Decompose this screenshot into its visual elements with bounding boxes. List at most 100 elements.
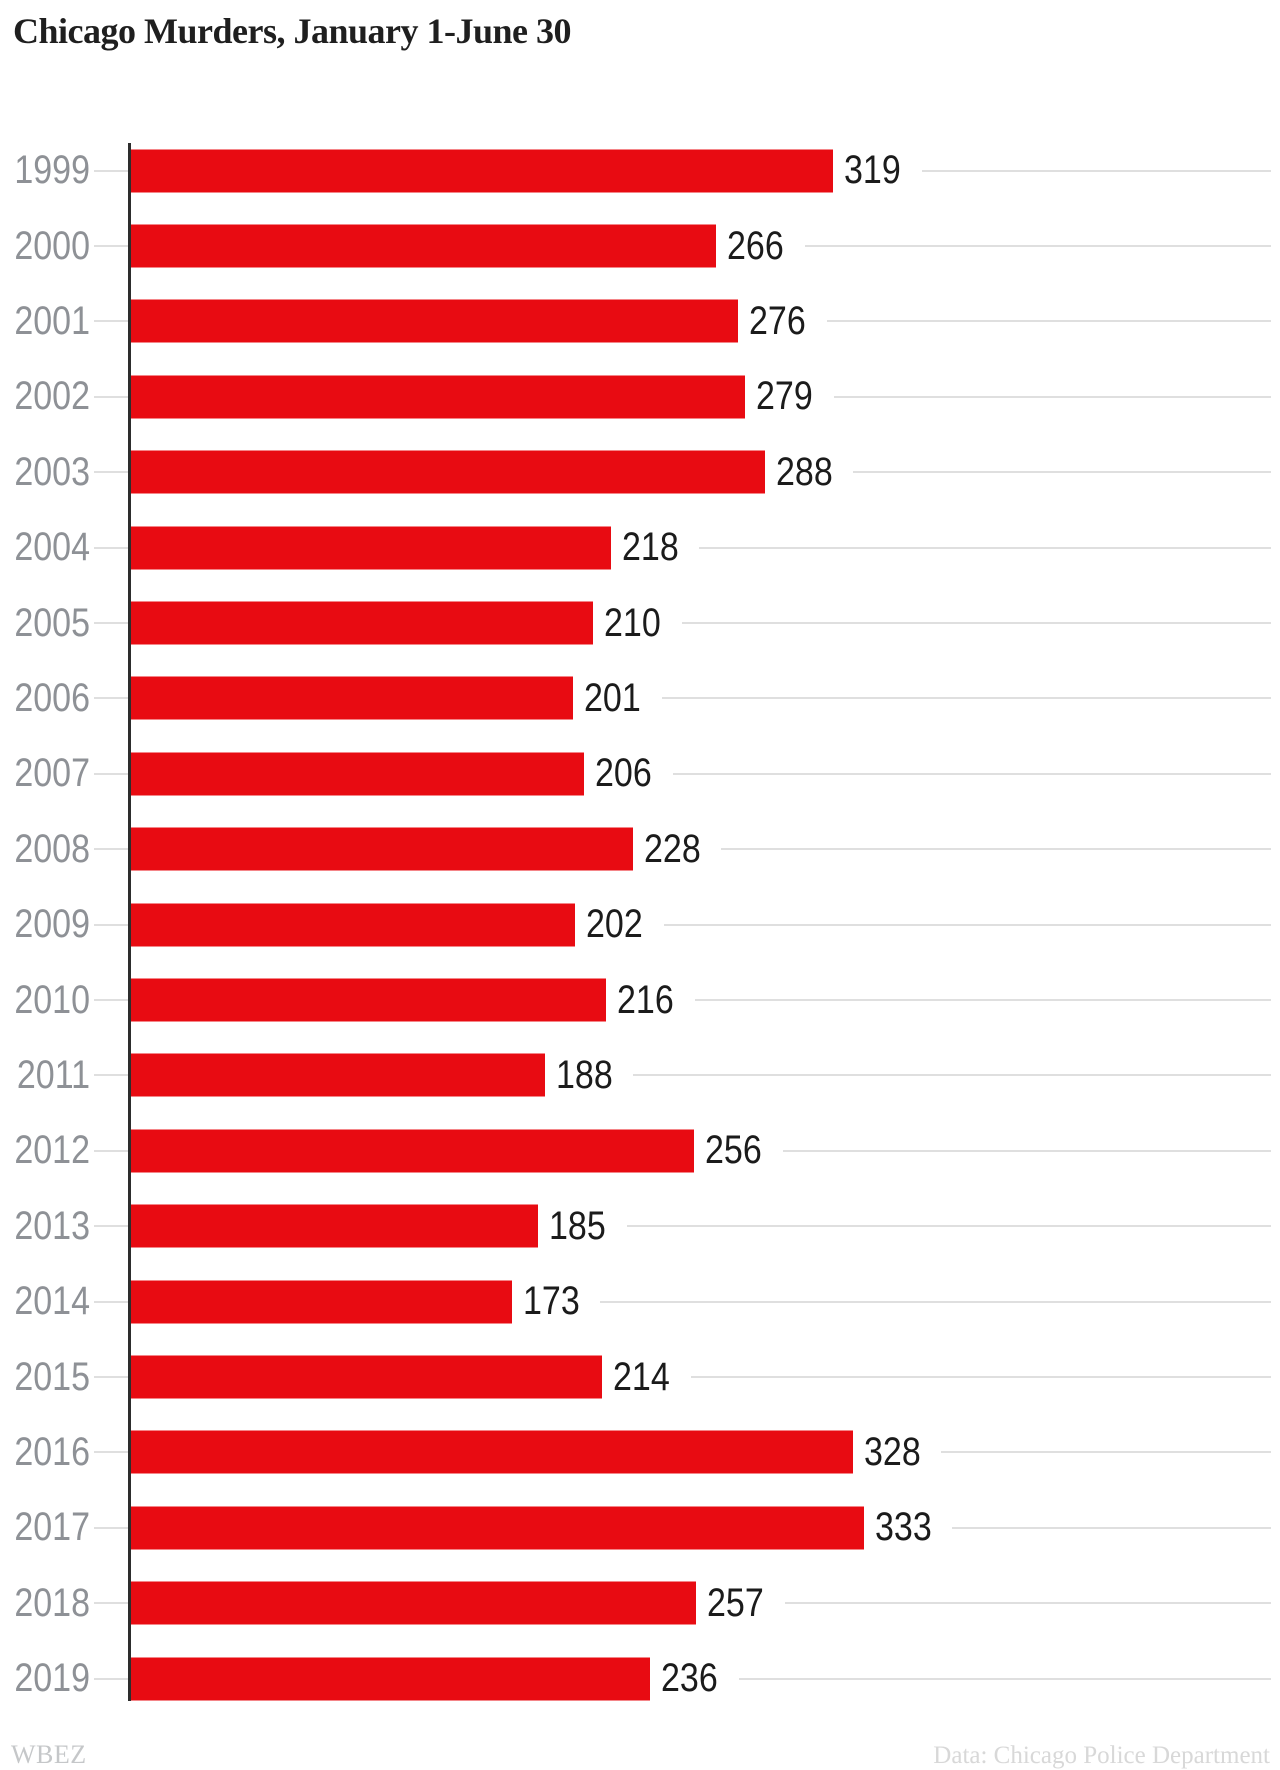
murder-count-bar [131,1657,651,1701]
year-label-text: 2008 [14,826,90,871]
year-label-text: 2018 [14,1580,90,1625]
chart-row: 2007 206 [0,736,1271,812]
murder-count-bar [131,903,576,947]
value-label-text: 333 [874,1505,932,1550]
value-label: 188 [544,1037,634,1114]
value-label: 266 [716,208,805,284]
chart-row: 2019 236 [0,1641,1271,1717]
year-label-text: 2013 [14,1203,90,1248]
chart-row: 2018 257 [0,1565,1271,1641]
row-gridline [0,1074,1271,1077]
murder-count-bar [131,752,585,796]
value-label: 202 [575,887,665,963]
chart-row: 2011 188 [0,1037,1271,1114]
murder-count-bar [131,1129,695,1173]
value-label: 173 [511,1264,601,1340]
year-label: 2001 [0,283,94,360]
page-title: Chicago Murders, January 1-June 30 [13,11,572,51]
value-label-text: 216 [617,977,674,1022]
year-label-text: 2010 [14,977,90,1022]
chart-row: 2012 256 [0,1113,1271,1189]
year-label: 2002 [0,359,94,435]
murder-count-bar [131,1581,697,1625]
value-label-text: 266 [727,223,784,268]
chart-row: 2004 218 [0,510,1271,586]
murder-count-bar [131,1506,864,1550]
year-label: 2015 [0,1339,94,1415]
value-label: 328 [852,1414,942,1491]
chart-row: 2015 214 [0,1339,1271,1415]
value-label: 257 [696,1565,786,1641]
value-label-text: 328 [863,1429,921,1474]
year-label: 2012 [0,1113,94,1189]
value-label-text: 210 [604,600,661,645]
murder-count-bar [131,224,717,268]
murder-count-bar [131,676,574,720]
murder-count-bar [131,1280,512,1324]
value-label: 279 [744,359,834,435]
chart-row: 2017 333 [0,1490,1271,1566]
year-label: 2017 [0,1490,94,1566]
murder-count-bar [131,1204,538,1248]
year-label-text: 2006 [14,675,90,720]
year-label: 2018 [0,1565,94,1641]
year-label: 2010 [0,962,94,1038]
murder-count-bar [131,299,739,343]
value-label: 218 [610,510,700,586]
chart-row: 2002 279 [0,359,1271,435]
row-gridline [0,1225,1271,1228]
y-axis-line [128,143,131,1701]
value-label-text: 257 [707,1580,765,1625]
value-label: 319 [832,133,922,209]
year-label-text: 2002 [14,374,90,419]
year-label: 2011 [0,1037,94,1114]
value-label-text: 288 [775,449,833,494]
chart-row: 2000 266 [0,208,1271,284]
value-label-text: 206 [595,751,652,796]
chart-row: 2006 201 [0,660,1271,737]
value-label-text: 279 [755,374,813,419]
value-label: 228 [632,811,722,887]
value-label: 236 [650,1641,739,1717]
year-label-text: 2012 [14,1128,90,1173]
chart-area: 1999 319 2000 266 2001 276 2002 279 2003 288 2004 2… [0,133,1271,1717]
year-label-text: 1999 [14,148,90,193]
chart-row: 2014 173 [0,1264,1271,1340]
year-label: 2006 [0,660,94,737]
year-label: 2004 [0,510,94,586]
year-label-text: 2019 [14,1656,90,1701]
value-label: 256 [694,1113,783,1189]
murder-count-bar [131,450,765,494]
chart-row: 2008 228 [0,811,1271,887]
year-label: 2008 [0,811,94,887]
value-label-text: 319 [843,148,901,193]
murder-count-bar [131,978,607,1022]
value-label: 333 [863,1490,953,1566]
value-label: 276 [738,283,827,360]
murder-count-bar [131,375,745,419]
chart-row: 1999 319 [0,133,1271,209]
value-label: 210 [593,585,682,661]
murder-count-bar [131,149,833,193]
murder-count-bar [131,1355,602,1399]
value-label-text: 173 [522,1279,580,1324]
year-label-text: 2007 [14,751,90,796]
chart-row: 2016 328 [0,1414,1271,1491]
year-label: 2005 [0,585,94,661]
year-label-text: 2017 [14,1505,90,1550]
value-label: 216 [606,962,695,1038]
year-label: 2019 [0,1641,94,1717]
value-label: 201 [573,660,662,737]
year-label-text: 2001 [14,298,90,343]
value-label: 185 [538,1188,627,1264]
chart-row: 2003 288 [0,434,1271,510]
chart-row: 2001 276 [0,283,1271,360]
value-label-text: 218 [621,525,679,570]
year-label-text: 2015 [14,1354,90,1399]
year-label: 2009 [0,887,94,963]
value-label-text: 236 [661,1656,718,1701]
year-label: 2003 [0,434,94,510]
year-label-text: 2014 [14,1279,90,1324]
year-label-text: 2011 [16,1052,90,1097]
year-label-text: 2009 [14,902,90,947]
